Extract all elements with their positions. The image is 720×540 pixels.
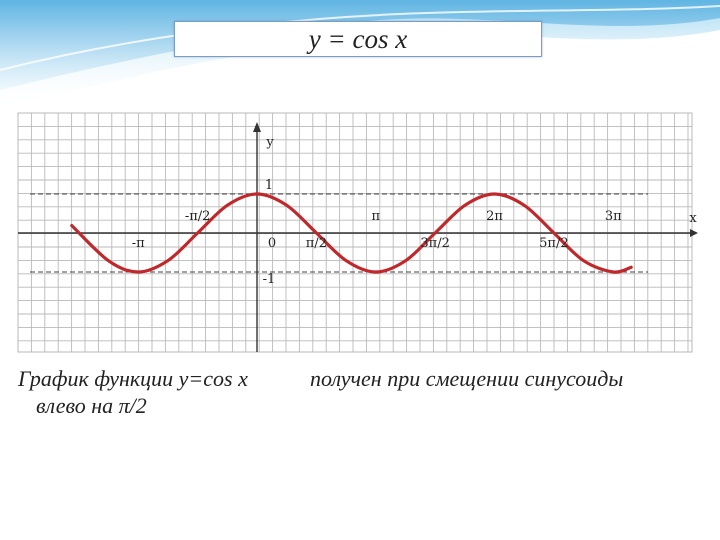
axes (18, 122, 698, 352)
x-tick-label: 0 (268, 236, 276, 251)
tick-labels: -π/2 π 2π 3π -π 0 π/2 3π/2 5π/2 1 -1 y x (132, 135, 698, 287)
x-tick-label: 5π/2 (539, 236, 568, 251)
x-axis-arrow (690, 229, 698, 237)
x-tick-label: -π (132, 236, 145, 251)
x-tick-label: π/2 (306, 236, 327, 251)
page-title: y = cos x (308, 23, 408, 54)
y-axis-label: y (265, 135, 274, 150)
curve-layer (70, 192, 633, 274)
y-tick-label: -1 (263, 272, 276, 287)
x-tick-label: -π/2 (185, 209, 211, 224)
title-box: y = cos x (174, 21, 542, 57)
caption-line-2: получен при смещении синусоиды (310, 366, 624, 391)
x-tick-label: 3π (605, 209, 622, 224)
x-tick-label: 2π (486, 209, 503, 224)
guide-lines (30, 193, 648, 273)
caption-line-1: График функции y=cos x (18, 366, 248, 391)
y-axis-arrow (253, 122, 261, 132)
x-tick-label: π (371, 209, 380, 224)
caption-line-3: влево на π/2 (36, 393, 147, 418)
x-tick-label: 3π/2 (420, 236, 449, 251)
cosine-curve (70, 192, 633, 274)
x-axis-label: x (689, 211, 697, 226)
y-tick-label: 1 (265, 178, 273, 193)
